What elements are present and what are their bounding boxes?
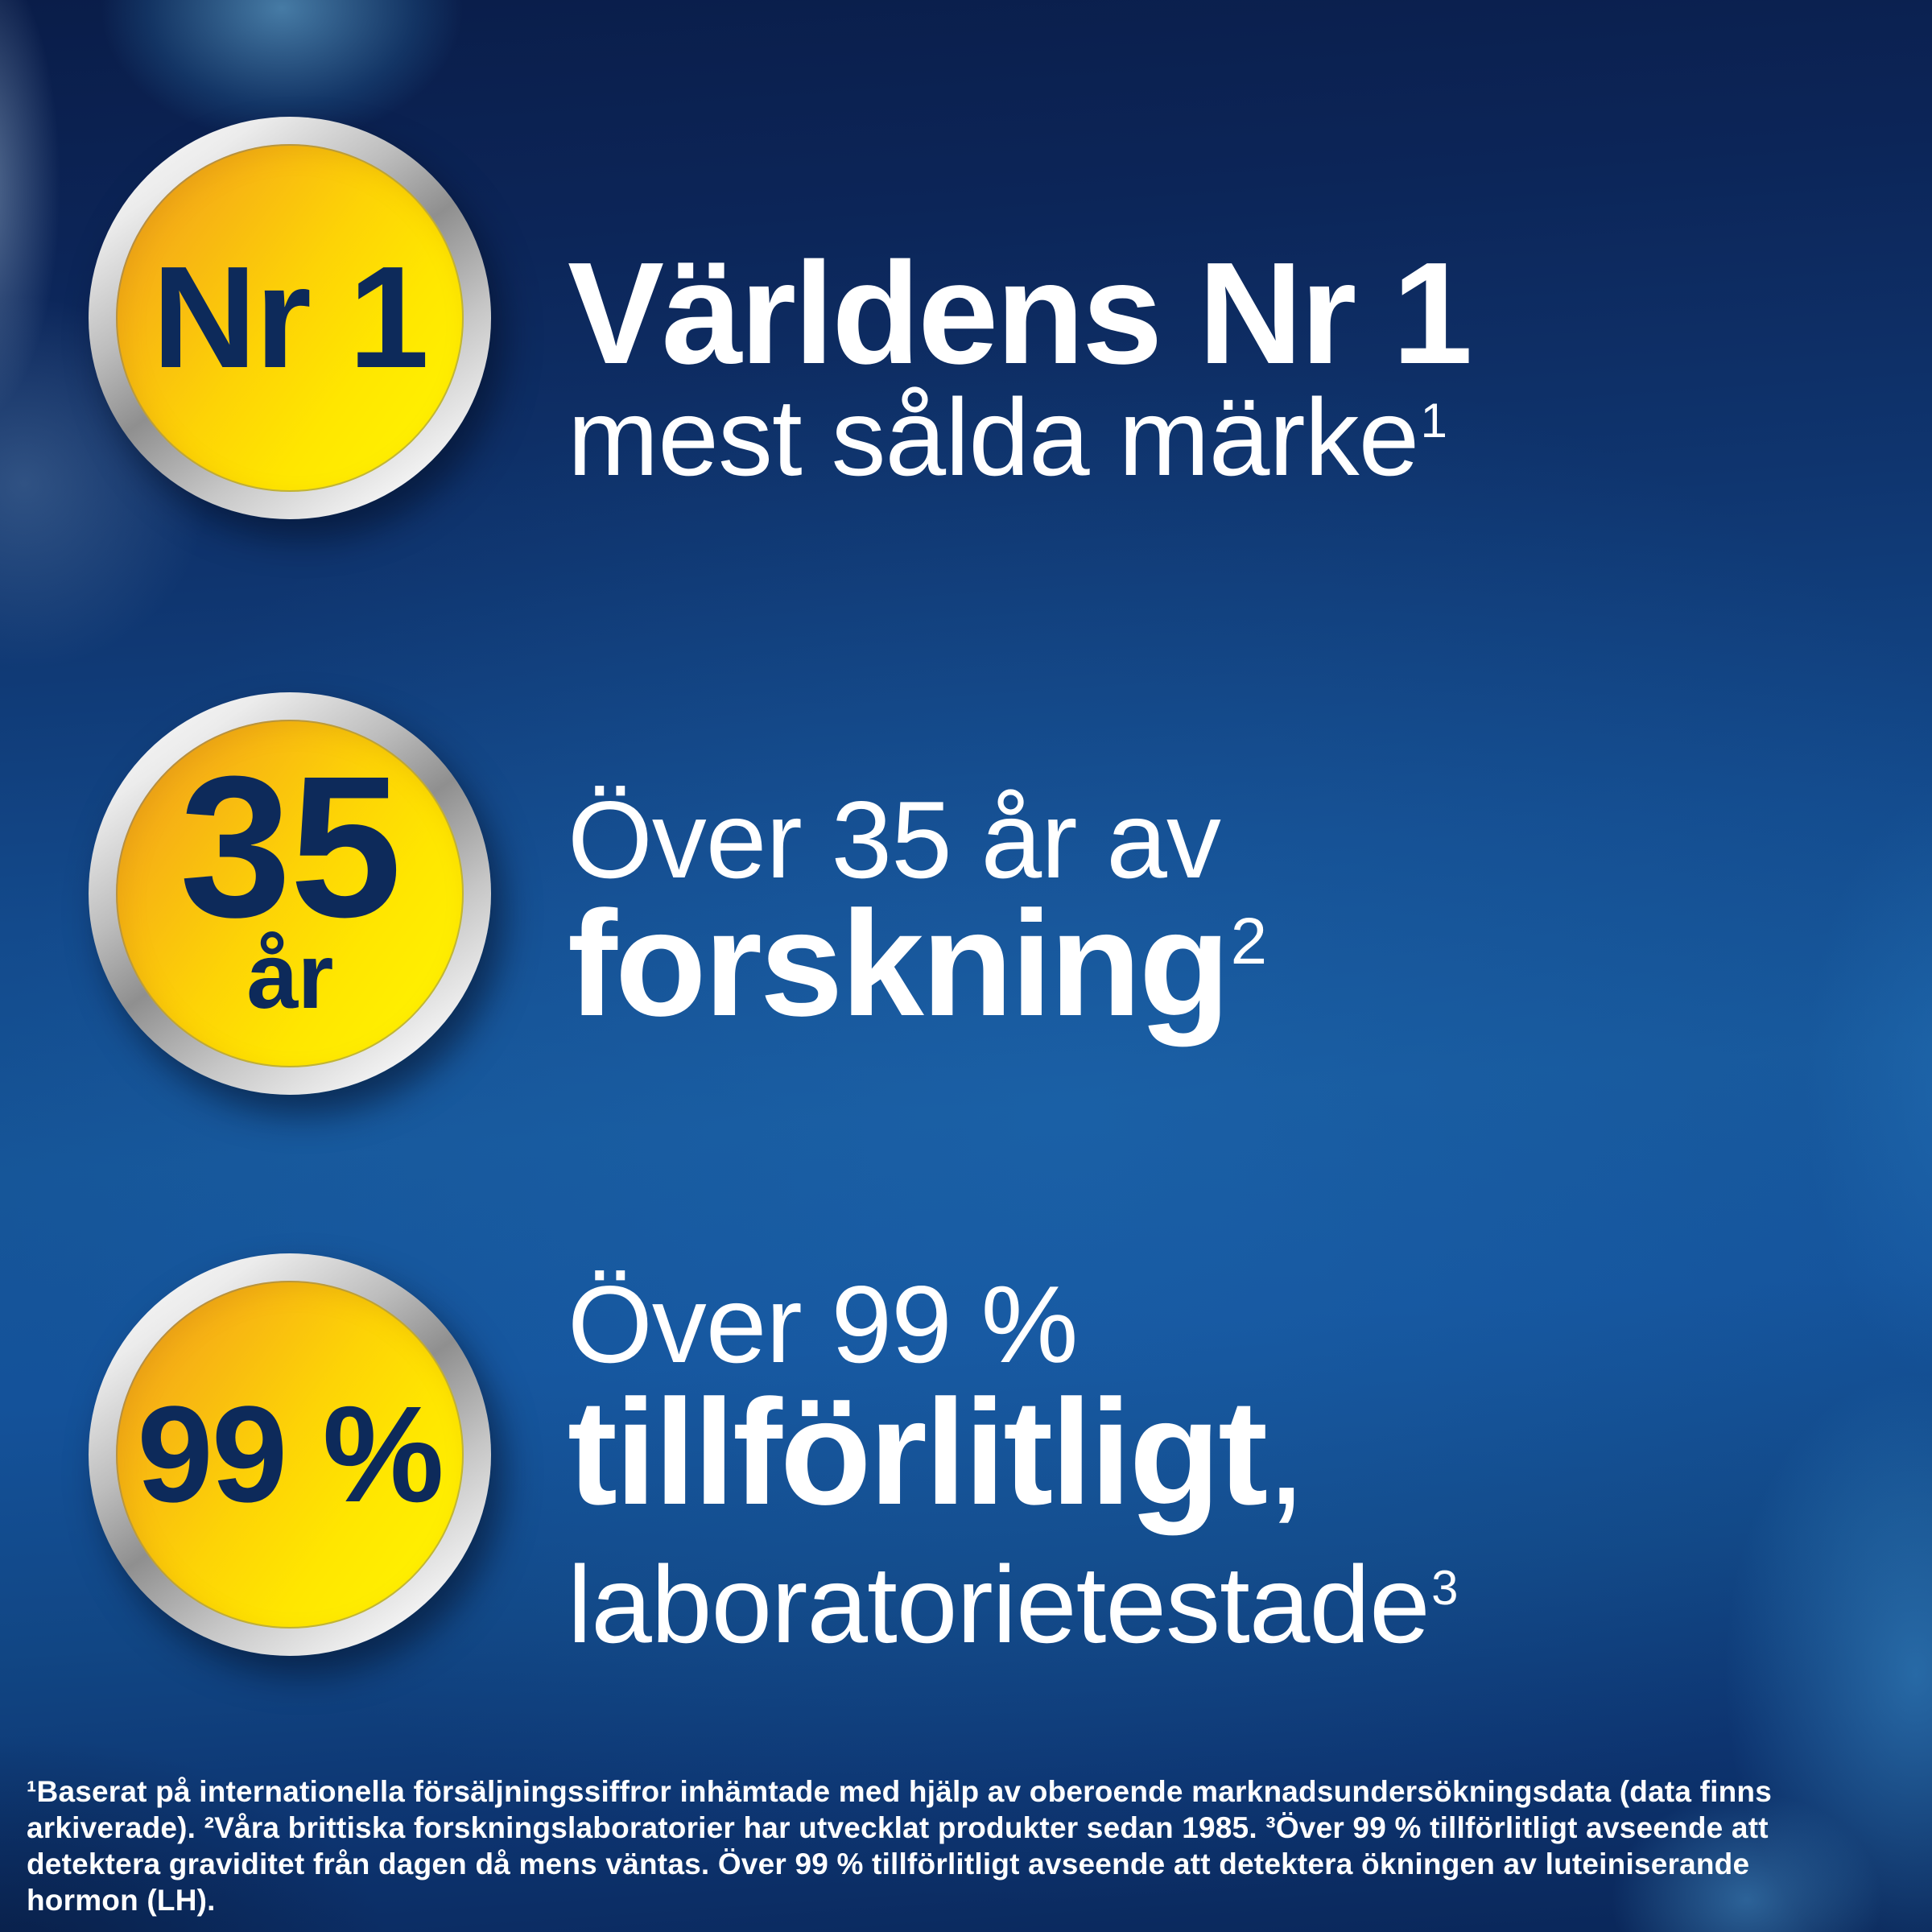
claim2-intro: Över 35 år av [568,778,1221,901]
footnote-line-4: hormon (LH). [27,1884,216,1917]
claim3-subline-text: laboratorietestade [568,1543,1430,1666]
claim2-headline: forskning2 [568,890,1267,1039]
footnote-line-1: ¹Baserat på internationella försäljnings… [27,1775,1773,1808]
badge-35-unit: år [246,924,334,1028]
badge-35-years-face [116,720,464,1067]
badge-nr1-label: Nr 1 [151,237,429,398]
footnote-ref-3: 3 [1431,1561,1458,1616]
badge-nr1-face [116,144,464,492]
claim3-headline: tillförlitligt, [568,1378,1307,1528]
claim3-intro: Över 99 % [568,1263,1078,1385]
claim1-headline: Världens Nr 1 [568,233,1473,394]
footnote-line-2: arkiverade). ²Våra brittiska forskningsl… [27,1811,1769,1844]
claim1-subline-text: mest sålda märke [568,376,1419,498]
badge-nr1: Nr 1 [89,117,491,519]
claim1-subline: mest sålda märke1 [568,382,1447,492]
footnote-ref-1: 1 [1420,394,1447,448]
badge-99-percent-label: 99 % [137,1378,444,1531]
badge-99-percent: 99 % [89,1253,491,1656]
badge-99-percent-face [116,1281,464,1629]
footnote: ¹Baserat på internationella försäljnings… [27,1773,1914,1918]
footnote-ref-2: 2 [1230,905,1267,979]
claim3-headline-text: tillförlitligt [568,1369,1268,1536]
claim3-subline: laboratorietestade3 [568,1550,1458,1659]
footnote-line-3: detektera graviditet från dagen då mens … [27,1847,1750,1880]
badge-35-number: 35 [179,733,402,959]
claim2-headline-text: forskning [568,881,1230,1047]
badge-35-years-label: 35 år [179,733,402,1028]
badge-35-years: 35 år [89,692,491,1095]
claim3-headline-comma: , [1265,1369,1307,1536]
